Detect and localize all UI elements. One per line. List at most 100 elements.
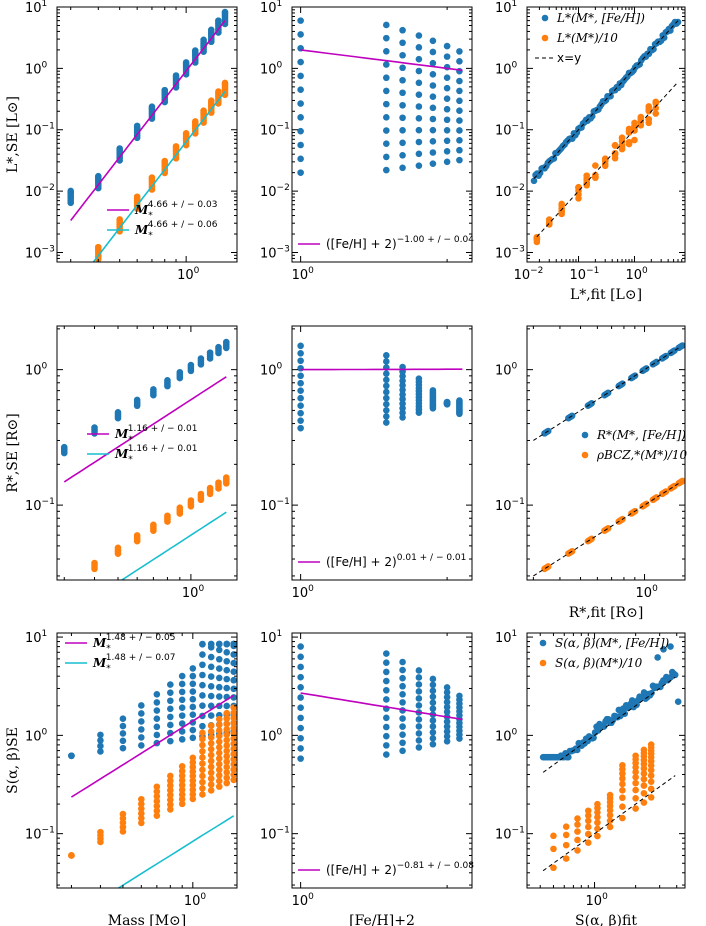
data-point-blue [674,698,682,706]
data-point-blue [429,48,437,56]
y-tick-label: 100 [25,60,48,77]
panel-R_feh: 100 10−1 100 ([Fe/H] + 2)0.01 + / − 0.01 [260,325,473,601]
data-point-orange [592,162,599,169]
y-tick-label: 100 [495,60,518,77]
data-point-blue [297,379,304,387]
y-tick-label: 10−3 [25,244,55,261]
data-point-orange [510,585,517,592]
data-point-orange [618,144,626,151]
data-point-blue [297,342,304,350]
data-point-orange [67,283,74,290]
axes-frame [291,632,473,889]
data-point-blue [648,689,655,697]
data-point-blue [207,692,215,700]
data-point-orange [187,497,195,504]
axes-frame [526,632,686,889]
data-point-blue [590,734,597,742]
data-point-orange [574,815,581,822]
data-point-blue [456,87,463,95]
data-point-orange [592,171,599,179]
data-point-blue [199,640,206,648]
data-point-blue [199,692,206,699]
y-tick-label: 101 [25,0,47,16]
data-point-orange [178,777,186,784]
y-tick-label: 10−1 [260,122,290,139]
identity-line [542,775,676,872]
data-point-orange [207,740,215,747]
data-point-blue [383,114,390,121]
data-point-blue [297,724,304,732]
data-point-blue [383,48,390,55]
y-tick-label: 100 [495,362,518,379]
data-point-blue [679,342,685,349]
x-tick-label: 100 [292,892,315,909]
data-point-orange [594,800,601,808]
data-point-blue [297,424,304,432]
legend-label: x=y [557,51,581,65]
data-point-orange [640,775,648,783]
data-point-blue [399,139,406,147]
data-point-orange [167,801,174,808]
data-point-blue [189,703,197,711]
data-point-orange [652,104,660,112]
data-point-blue [223,675,231,683]
data-point-blue [415,55,423,63]
data-point-orange [223,715,231,722]
data-point-orange [223,742,231,749]
data-point-orange [230,776,237,784]
data-point-blue [189,680,197,688]
data-point-orange [223,720,231,728]
data-point-orange [653,494,660,501]
data-point-blue [383,686,390,694]
data-point-blue [399,674,406,682]
data-point-orange [138,819,145,827]
data-point-blue [415,695,423,702]
data-point-orange [640,782,648,789]
data-point-blue [456,137,463,144]
legend-marker-blue [581,431,589,439]
data-point-blue [297,349,304,357]
data-point-orange [632,768,639,776]
data-point-orange [189,754,197,762]
x-tick-label: 100 [625,266,648,283]
data-point-blue [230,676,237,684]
data-point-blue [223,666,231,674]
legend-label: M*4.66 + / − 0.03 [134,200,217,221]
data-point-blue [429,104,437,112]
data-point-blue [153,715,161,722]
data-point-blue [443,148,451,155]
legend-label: ([Fe/H] + 2)−0.81 + / − 0.08 [326,861,474,877]
data-point-orange [223,731,231,739]
y-tick-label: 10−1 [495,497,525,514]
data-point-orange [513,584,520,591]
data-point-blue [399,723,406,730]
y-tick-label: 10−1 [495,122,525,139]
data-point-orange [178,795,186,803]
data-point-blue [415,681,423,688]
data-point-orange [189,759,197,766]
data-point-orange [199,729,206,737]
data-point-blue [399,409,406,417]
legend-marker-orange [541,34,549,42]
plot-area [297,342,463,432]
data-point-orange [114,544,122,552]
x-tick-label: 100 [177,266,200,283]
data-point-orange [167,777,174,784]
data-point-orange [223,774,231,782]
data-point-blue [172,72,180,79]
y-tick-label: 10−2 [495,183,525,200]
data-point-orange [575,183,582,191]
data-point-orange [61,585,68,592]
y-tick-label: 101 [495,629,517,646]
data-point-orange [215,760,223,768]
y-tick-label: 10−1 [25,122,55,139]
data-point-orange [207,745,215,753]
data-point-blue [116,145,123,152]
plot-area [539,643,682,872]
x-tick-label: 100 [292,266,315,283]
data-point-blue [297,17,304,24]
data-point-orange [199,760,206,767]
data-point-blue [399,715,406,722]
data-point-blue [399,377,406,385]
